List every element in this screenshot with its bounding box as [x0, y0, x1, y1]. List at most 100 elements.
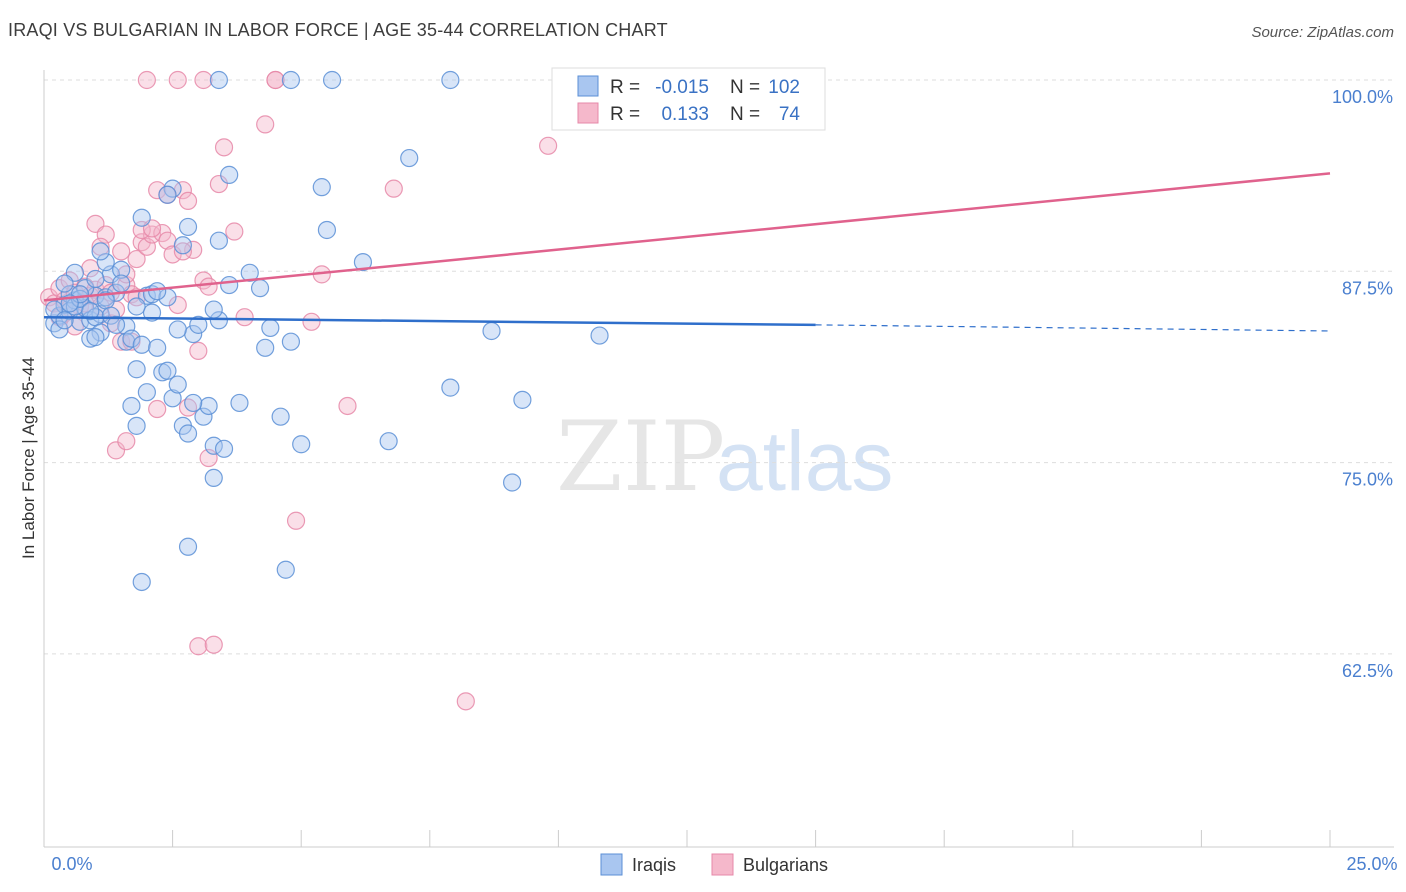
- bulgarian-point-33: [214, 138, 234, 157]
- trendlines: [43, 172, 1331, 332]
- trendline-iraqis: [43, 315, 816, 327]
- iraqi-point-39: [178, 424, 198, 443]
- y-tick-label-1: 75.0%: [1342, 470, 1393, 490]
- iraqi-point-28: [122, 329, 141, 348]
- bulgarian-point-31: [199, 277, 218, 296]
- iraqi-point-49: [250, 279, 270, 298]
- bulgarian-point-47: [194, 70, 213, 90]
- bulgarian-point-17: [127, 249, 146, 269]
- bulgarian-point-24: [163, 245, 182, 264]
- series-iraqis: [45, 70, 609, 592]
- iraqi-point-95: [127, 297, 146, 316]
- legend-r-value-1: 0.133: [661, 104, 709, 125]
- grid: [44, 79, 1394, 655]
- iraqi-point-98: [158, 185, 177, 204]
- bulgarian-point-45: [137, 70, 156, 90]
- iraqi-point-100: [106, 315, 126, 334]
- iraqi-point-37: [168, 375, 187, 394]
- iraqi-point-69: [220, 165, 239, 184]
- iraqi-point-92: [55, 274, 74, 293]
- iraqi-point-64: [132, 208, 151, 227]
- bulgarian-point-27: [178, 191, 198, 211]
- iraqi-point-42: [194, 407, 213, 426]
- iraqi-point-62: [590, 326, 609, 345]
- iraqi-point-79: [256, 338, 275, 357]
- y-tick-label-3: 100.0%: [1332, 87, 1393, 107]
- iraqi-point-53: [292, 435, 311, 454]
- iraqi-point-56: [379, 432, 398, 451]
- axes: [43, 70, 1394, 848]
- iraqi-point-29: [127, 360, 146, 379]
- bulgarian-point-25: [168, 295, 187, 315]
- iraqi-point-78: [137, 383, 156, 402]
- legend-swatch-bulgarians: [577, 102, 599, 124]
- iraqi-point-10: [50, 320, 69, 339]
- iraqi-point-94: [101, 306, 120, 325]
- iraqi-point-66: [173, 236, 192, 255]
- chart-title: IRAQI VS BULGARIAN IN LABOR FORCE | AGE …: [8, 20, 668, 40]
- legend-r-label-1: R =: [610, 104, 640, 125]
- iraqi-point-59: [482, 321, 501, 341]
- legend-r-label-0: R =: [610, 77, 640, 98]
- iraqi-point-7: [81, 311, 100, 330]
- iraqi-point-57: [400, 148, 419, 168]
- y-tick-label-2: 87.5%: [1342, 278, 1393, 298]
- x-tick-label-1: 25.0%: [1346, 854, 1397, 874]
- iraqi-point-50: [261, 318, 280, 338]
- legend-n-label-0: N =: [730, 77, 760, 98]
- bulgarian-point-36: [256, 115, 275, 134]
- iraqi-point-101: [86, 328, 105, 347]
- iraqi-point-91: [142, 303, 162, 322]
- bulgarian-point-42: [384, 179, 403, 198]
- y-tick-label-0: 62.5%: [1342, 661, 1393, 681]
- iraqi-point-77: [276, 560, 295, 579]
- bulgarian-point-50: [106, 441, 126, 460]
- iraqi-point-80: [168, 320, 187, 339]
- bulgarian-point-29: [189, 341, 208, 360]
- iraqi-point-75: [178, 537, 198, 556]
- bulgarian-point-46: [168, 70, 187, 90]
- iraqi-point-71: [158, 361, 177, 380]
- iraqi-point-96: [184, 393, 203, 413]
- bottom-legend-iraqis: Iraqis: [632, 855, 676, 875]
- iraqi-point-36: [163, 389, 182, 408]
- iraqi-point-74: [204, 468, 223, 488]
- iraqi-point-23: [81, 301, 100, 321]
- iraqi-point-93: [70, 285, 90, 304]
- iraqi-point-19: [91, 242, 110, 261]
- source-label: Source: ZipAtlas.com: [1251, 24, 1394, 41]
- legend-swatch-iraqis: [577, 75, 599, 97]
- bulgarian-point-39: [302, 312, 321, 331]
- iraqi-point-76: [132, 572, 151, 592]
- legend-r-value-0: -0.015: [655, 77, 709, 98]
- iraqi-point-43: [199, 396, 218, 416]
- bulgarian-point-35: [235, 308, 254, 327]
- bulgarian-point-51: [117, 432, 136, 451]
- trendline-bulgarians: [43, 172, 1331, 302]
- iraqi-point-87: [441, 70, 460, 90]
- iraqi-point-44: [204, 436, 223, 455]
- iraqi-point-52: [281, 332, 301, 351]
- bulgarian-point-54: [189, 637, 208, 656]
- x-ticks: [43, 830, 1331, 847]
- iraqi-point-97: [230, 393, 249, 413]
- bottom-legend-swatch-iraqis: [600, 853, 623, 876]
- iraqi-point-46: [214, 439, 234, 458]
- iraqi-point-73: [127, 416, 146, 435]
- bulgarian-point-32: [209, 174, 228, 194]
- bottom-legend-swatch-bulgarians: [711, 853, 734, 876]
- iraqi-point-51: [271, 407, 290, 426]
- iraqi-point-86: [322, 70, 342, 90]
- iraqi-point-67: [178, 217, 198, 237]
- iraqi-point-70: [312, 178, 331, 197]
- iraqi-point-33: [148, 338, 167, 357]
- y-tick-labels: 62.5% 75.0% 87.5% 100.0%: [1332, 87, 1393, 681]
- legend-n-label-1: N =: [730, 104, 760, 125]
- iraqi-point-89: [281, 70, 301, 90]
- iraqi-point-72: [122, 396, 141, 416]
- bottom-legend-bulgarians: Bulgarians: [743, 855, 828, 875]
- bulgarian-point-41: [338, 396, 357, 416]
- x-tick-label-0: 0.0%: [51, 854, 92, 874]
- iraqi-point-18: [96, 253, 115, 272]
